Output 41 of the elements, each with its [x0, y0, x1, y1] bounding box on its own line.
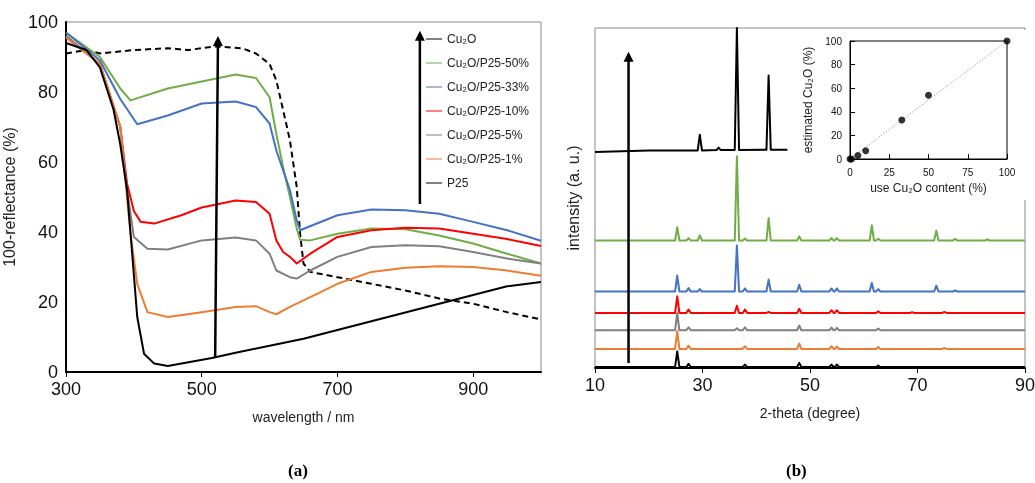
- x-tick-label: 700: [322, 379, 353, 399]
- y-tick-label: 20: [830, 129, 843, 141]
- y-tick-label: 0: [836, 153, 843, 165]
- x-axis-title: 2-theta (degree): [759, 405, 861, 421]
- x-tick-label: 90: [1014, 375, 1035, 395]
- text: (a): [288, 461, 308, 480]
- x-tick-label: 900: [458, 379, 489, 399]
- y-tick-label: 100: [27, 12, 58, 32]
- x-axis-title: wavelength / nm: [251, 409, 355, 425]
- y-tick-label: 0: [47, 362, 58, 382]
- y-axis-title: estimated Cu₂O (%): [801, 46, 816, 154]
- x-tick-label: 0: [847, 166, 854, 178]
- y-axis-title: 100-reflectance (%): [0, 127, 18, 267]
- x-tick-label: 50: [799, 375, 821, 395]
- x-tick-label: 70: [907, 375, 928, 395]
- x-tick-label: 25: [883, 166, 896, 178]
- y-tick-label: 80: [830, 59, 843, 71]
- y-tick-label: 20: [37, 292, 58, 312]
- x-tick-label: 10: [584, 375, 606, 395]
- x-tick-label: 300: [50, 379, 82, 399]
- x-tick-label: 100: [998, 166, 1016, 178]
- y-tick-label: 80: [37, 82, 58, 102]
- legend-label: Cu₂O/P25-10%: [447, 104, 530, 118]
- legend-label: Cu₂O: [447, 32, 477, 46]
- x-tick-label: 50: [922, 166, 935, 178]
- x-tick-label: 30: [692, 375, 713, 395]
- legend-label: P25: [447, 176, 469, 190]
- legend-label: Cu₂O/P25-33%: [447, 80, 530, 94]
- x-tick-label: 75: [962, 166, 974, 178]
- x-axis-title: use Cu₂O content (%): [870, 180, 987, 195]
- text: (b): [786, 461, 807, 480]
- y-axis-title: intensity (a. u.): [564, 145, 582, 251]
- legend-label: Cu₂O/P25-50%: [447, 56, 530, 70]
- x-tick-label: 500: [186, 379, 217, 399]
- y-tick-label: 100: [825, 35, 843, 47]
- legend-label: Cu₂O/P25-5%: [447, 128, 523, 142]
- y-tick-label: 60: [830, 82, 843, 94]
- y-tick-label: 60: [37, 152, 58, 172]
- legend-label: Cu₂O/P25-1%: [447, 152, 523, 166]
- y-tick-label: 40: [830, 106, 843, 118]
- y-tick-label: 40: [37, 222, 58, 242]
